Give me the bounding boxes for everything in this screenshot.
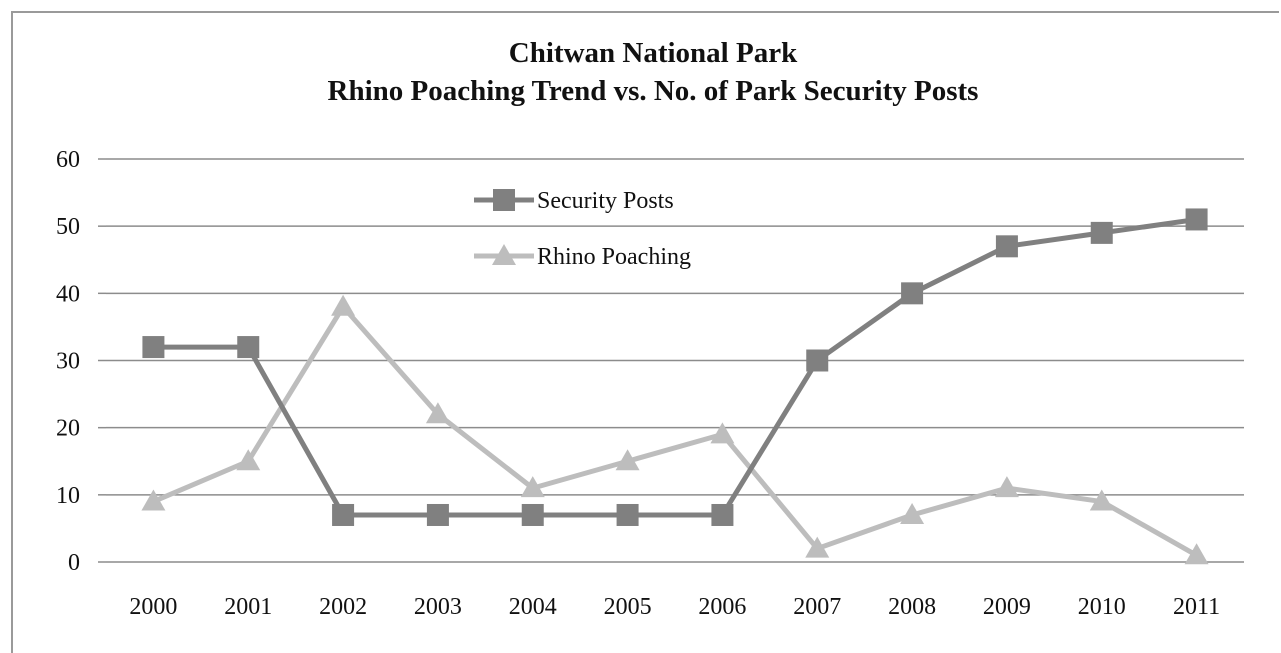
x-tick-label: 2008 [888,594,936,620]
y-tick-label: 40 [56,281,80,307]
data-point [805,536,830,558]
data-point [615,449,640,471]
x-tick-label: 2001 [224,594,272,620]
data-point [142,336,165,359]
data-point [711,503,734,526]
data-point [900,502,925,524]
data-point [1184,543,1209,565]
chart-frame [11,11,1279,653]
x-tick-label: 2010 [1078,594,1126,620]
legend-marker [492,244,516,265]
x-tick-label: 2011 [1173,594,1220,620]
data-point [141,489,166,511]
series-rhino-poaching [141,294,1209,565]
chart-title-line-2: Rhino Poaching Trend vs. No. of Park Sec… [327,75,979,107]
legend-label: Security Posts [537,188,674,214]
data-point [520,476,545,498]
data-point [426,503,449,526]
data-point [521,503,544,526]
x-tick-label: 2006 [698,594,746,620]
y-tick-label: 20 [56,416,80,442]
series-line [152,304,1198,558]
legend-marker [493,189,515,211]
x-tick-label: 2002 [319,594,367,620]
data-point [901,282,924,305]
legend: Security Posts Rhino Poaching [474,188,691,270]
y-tick-label: 10 [56,483,80,509]
data-point [995,235,1018,258]
x-tick-label: 2005 [604,594,652,620]
legend-label: Rhino Poaching [537,244,691,270]
x-tick-label: 2009 [983,594,1031,620]
y-tick-label: 50 [56,214,80,240]
data-point [332,503,355,526]
x-tick-label: 2003 [414,594,462,620]
data-point [1185,208,1208,231]
gridlines [98,158,1244,563]
x-tick-labels: 2000 2001 2002 2003 2004 2005 2006 2007 2008 2009… [129,594,1220,620]
series-security-posts [142,208,1208,526]
x-tick-label: 2000 [129,594,177,620]
series-group [141,208,1209,565]
data-point [1089,489,1114,511]
data-point [236,449,261,471]
series-line [153,216,1197,518]
x-tick-label: 2007 [793,594,841,620]
y-tick-label: 60 [56,147,80,173]
data-point [806,349,829,372]
data-point [1090,221,1113,244]
chart-title: Chitwan National Park Rhino Poaching Tre… [0,34,1281,110]
legend-item: Rhino Poaching [474,244,691,270]
data-point [994,476,1019,498]
y-tick-labels: 0 10 20 30 40 50 60 [56,147,80,576]
y-tick-label: 30 [56,349,80,375]
data-point [237,336,260,359]
data-point [616,503,639,526]
chart-title-line-1: Chitwan National Park [508,37,798,69]
y-tick-label: 0 [68,550,80,576]
data-point [331,294,356,316]
data-point [710,422,735,444]
legend-item: Security Posts [474,188,674,214]
data-point [425,402,450,424]
x-tick-label: 2004 [509,594,557,620]
